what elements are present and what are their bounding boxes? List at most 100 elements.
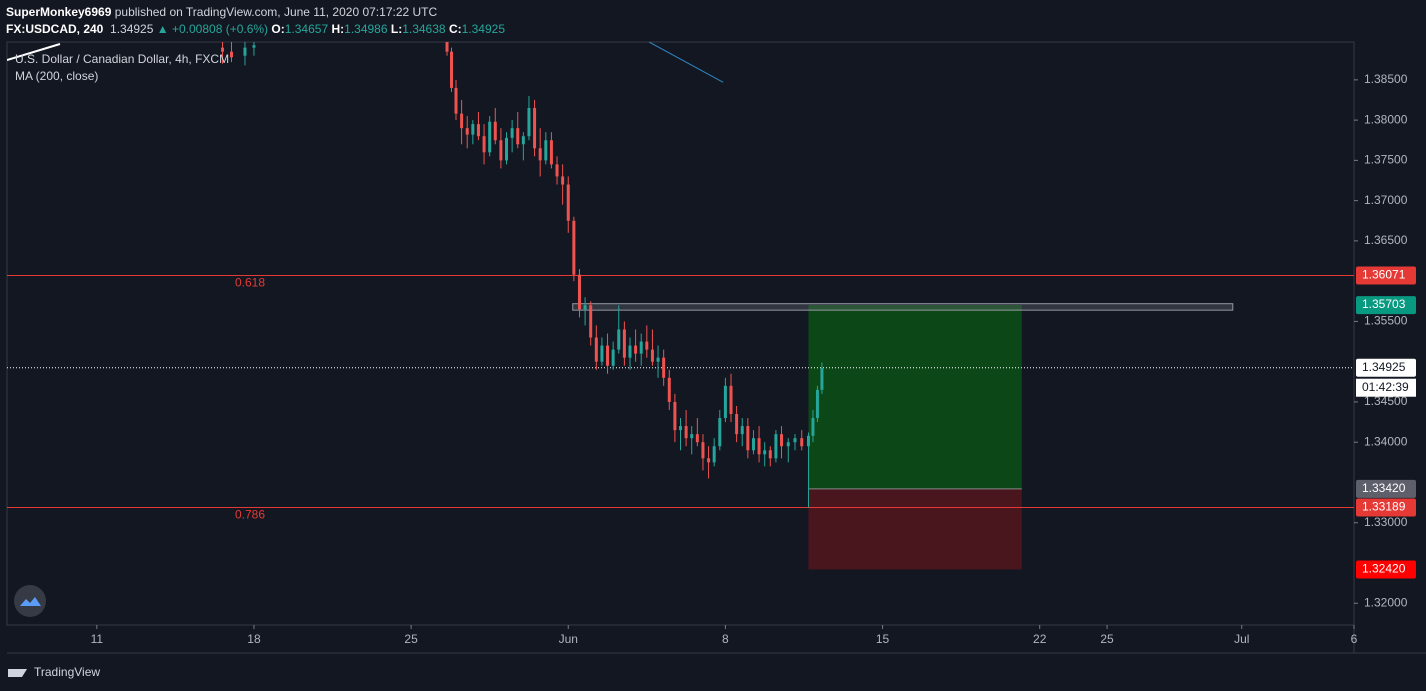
candle-body xyxy=(555,164,559,177)
candle-body xyxy=(806,435,810,447)
countdown-badge xyxy=(1356,378,1416,397)
candle-body xyxy=(684,426,688,439)
last: 1.34925 xyxy=(110,22,154,36)
candle-body xyxy=(252,45,256,48)
candle-body xyxy=(450,51,454,88)
y-tick-label: 1.36500 xyxy=(1364,233,1408,247)
price-badge xyxy=(1356,498,1416,517)
candle-body xyxy=(707,458,711,463)
candle-body xyxy=(583,305,587,310)
price-badge-label: 1.33420 xyxy=(1362,481,1406,495)
author: SuperMonkey6969 xyxy=(6,5,112,19)
publish-line: SuperMonkey6969 published on TradingView… xyxy=(6,5,437,19)
x-tick-label: Jun xyxy=(559,632,578,646)
candle-body xyxy=(679,426,682,431)
candle-body xyxy=(521,136,525,145)
x-tick-label: 8 xyxy=(722,632,729,646)
price-badge-label: 1.35703 xyxy=(1362,297,1406,311)
c: 1.34925 xyxy=(461,22,505,36)
candle-body xyxy=(780,434,784,447)
candle-body xyxy=(639,341,643,354)
candle-body xyxy=(549,140,553,165)
candle-body xyxy=(763,450,767,455)
candle-body xyxy=(800,438,804,447)
quote-line: FX:USDCAD, 240 1.34925 ▲ +0.00808 (+0.6%… xyxy=(6,22,505,36)
candle-body xyxy=(786,442,790,447)
x-tick-label: 18 xyxy=(247,632,261,646)
x-tick-label: 6 xyxy=(1351,632,1358,646)
y-tick-label: 1.35500 xyxy=(1364,314,1408,328)
price-badge-label: 1.36071 xyxy=(1362,268,1406,282)
x-tick-label: 22 xyxy=(1033,632,1047,646)
candle-body xyxy=(667,377,671,402)
candle-body xyxy=(561,176,565,185)
candle-body xyxy=(510,128,514,138)
fib-label: 0.618 xyxy=(235,276,265,290)
candle-body xyxy=(606,345,610,366)
candle-body xyxy=(712,446,716,463)
x-tick-label: 25 xyxy=(404,632,418,646)
candle-body xyxy=(499,140,503,161)
price-badge-label: 1.33189 xyxy=(1362,500,1406,514)
logo-icon xyxy=(20,597,41,606)
candle-body xyxy=(243,47,247,56)
candle-body xyxy=(445,42,449,52)
candle-body xyxy=(516,128,520,145)
candle-body xyxy=(793,438,797,443)
price-badge xyxy=(1356,296,1416,315)
candle-body xyxy=(768,450,772,459)
price-badge xyxy=(1356,358,1416,377)
candle-body xyxy=(572,220,576,275)
candle-body xyxy=(221,47,225,52)
logo-button[interactable] xyxy=(14,585,46,617)
o: 1.34657 xyxy=(284,22,329,36)
candle-body xyxy=(493,121,497,141)
y-tick-label: 1.33000 xyxy=(1364,515,1408,529)
fib-label: 0.786 xyxy=(235,508,265,522)
candle-body xyxy=(589,305,593,338)
candle-body xyxy=(774,434,778,459)
brand-icon xyxy=(8,669,27,677)
candle-body xyxy=(533,108,537,149)
h: 1.34986 xyxy=(344,22,388,36)
price-badge xyxy=(1356,560,1416,579)
candle-body xyxy=(811,418,815,436)
candle-body xyxy=(594,337,598,362)
candle-body xyxy=(820,368,824,390)
brand: TradingView xyxy=(34,665,100,679)
o-label: O: xyxy=(271,22,285,36)
candle-body xyxy=(746,426,750,451)
candle-body xyxy=(566,184,570,221)
ma-line xyxy=(648,42,724,83)
candle-body xyxy=(544,140,548,161)
change: ▲ +0.00808 (+0.6%) xyxy=(156,22,269,36)
symbol: FX:USDCAD, 240 xyxy=(6,22,104,36)
candle-body xyxy=(482,136,486,153)
candle-body xyxy=(673,401,677,431)
y-tick-label: 1.34000 xyxy=(1364,434,1408,448)
price-badge xyxy=(1356,479,1416,498)
x-tick-label: 25 xyxy=(1100,632,1114,646)
candle-body xyxy=(718,418,722,447)
trend-line xyxy=(7,43,61,61)
indicator-label: MA (200, close) xyxy=(15,69,98,83)
candle-body xyxy=(701,442,705,459)
countdown: 01:42:39 xyxy=(1362,380,1409,394)
candle-body xyxy=(723,385,727,419)
candle-body xyxy=(729,385,733,415)
resistance-zone xyxy=(572,303,1234,311)
l: 1.34638 xyxy=(402,22,446,36)
loss-zone xyxy=(808,488,1022,570)
profit-zone xyxy=(808,305,1022,489)
candle-body xyxy=(622,329,626,358)
y-tick-label: 1.37000 xyxy=(1364,193,1408,207)
candle-body xyxy=(815,389,819,419)
candle-body xyxy=(740,426,744,435)
candle-body xyxy=(695,434,699,443)
candle-body xyxy=(538,148,542,161)
candle-body xyxy=(617,329,621,350)
candle-body xyxy=(645,341,649,350)
candle-body xyxy=(656,357,660,362)
c-label: C: xyxy=(448,22,462,36)
